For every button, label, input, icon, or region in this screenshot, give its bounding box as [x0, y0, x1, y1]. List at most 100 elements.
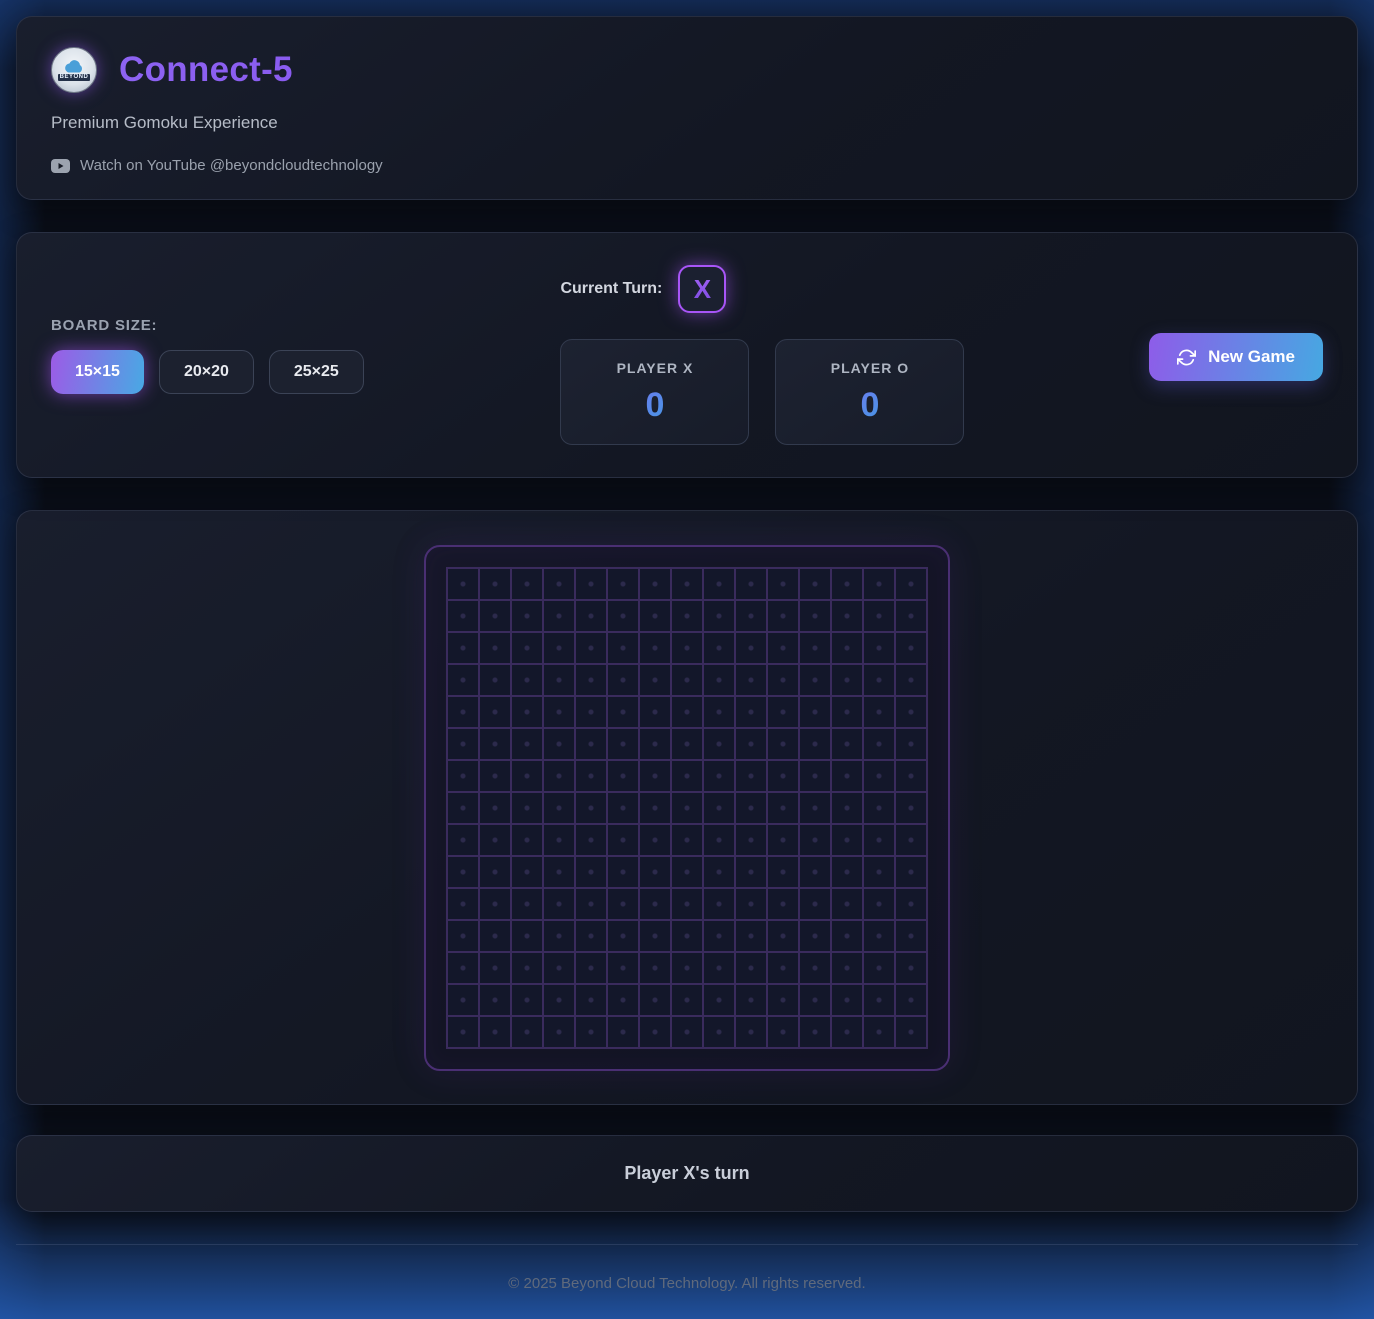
- board-cell[interactable]: [608, 568, 638, 599]
- board-cell[interactable]: [832, 920, 862, 951]
- board-cell[interactable]: [576, 696, 606, 727]
- board-cell[interactable]: [864, 952, 894, 983]
- board-cell[interactable]: [448, 952, 478, 983]
- board-cell[interactable]: [448, 984, 478, 1015]
- board-cell[interactable]: [608, 600, 638, 631]
- board-cell[interactable]: [768, 568, 798, 599]
- board-cell[interactable]: [544, 920, 574, 951]
- board-cell[interactable]: [608, 696, 638, 727]
- board-cell[interactable]: [576, 824, 606, 855]
- board-cell[interactable]: [544, 760, 574, 791]
- board-cell[interactable]: [512, 984, 542, 1015]
- board-cell[interactable]: [864, 856, 894, 887]
- board-cell[interactable]: [704, 888, 734, 919]
- board-cell[interactable]: [448, 856, 478, 887]
- board-cell[interactable]: [672, 920, 702, 951]
- board-cell[interactable]: [544, 568, 574, 599]
- board-cell[interactable]: [864, 824, 894, 855]
- board-cell[interactable]: [544, 728, 574, 759]
- board-cell[interactable]: [544, 824, 574, 855]
- board-cell[interactable]: [480, 664, 510, 695]
- board-cell[interactable]: [832, 888, 862, 919]
- board-cell[interactable]: [800, 568, 830, 599]
- board-cell[interactable]: [864, 568, 894, 599]
- board-cell[interactable]: [768, 792, 798, 823]
- board-cell[interactable]: [448, 664, 478, 695]
- board-cell[interactable]: [736, 728, 766, 759]
- board-cell[interactable]: [896, 760, 926, 791]
- board-cell[interactable]: [864, 984, 894, 1015]
- board-cell[interactable]: [832, 760, 862, 791]
- board-cell[interactable]: [448, 760, 478, 791]
- board-cell[interactable]: [896, 920, 926, 951]
- board-cell[interactable]: [832, 984, 862, 1015]
- board-cell[interactable]: [448, 568, 478, 599]
- board-cell[interactable]: [896, 1016, 926, 1047]
- board-cell[interactable]: [832, 568, 862, 599]
- board-cell[interactable]: [576, 760, 606, 791]
- board-cell[interactable]: [704, 856, 734, 887]
- board-cell[interactable]: [768, 952, 798, 983]
- board-cell[interactable]: [832, 728, 862, 759]
- board-cell[interactable]: [832, 632, 862, 663]
- board-cell[interactable]: [576, 920, 606, 951]
- board-cell[interactable]: [544, 664, 574, 695]
- board-cell[interactable]: [608, 824, 638, 855]
- board-cell[interactable]: [512, 760, 542, 791]
- board-cell[interactable]: [576, 632, 606, 663]
- board-cell[interactable]: [448, 920, 478, 951]
- board-cell[interactable]: [704, 824, 734, 855]
- board-cell[interactable]: [576, 792, 606, 823]
- board-cell[interactable]: [640, 728, 670, 759]
- board-cell[interactable]: [896, 792, 926, 823]
- board-cell[interactable]: [896, 568, 926, 599]
- board-cell[interactable]: [448, 888, 478, 919]
- board-cell[interactable]: [544, 600, 574, 631]
- board-cell[interactable]: [832, 696, 862, 727]
- board-cell[interactable]: [672, 728, 702, 759]
- board-cell[interactable]: [864, 664, 894, 695]
- board-cell[interactable]: [576, 856, 606, 887]
- board-cell[interactable]: [544, 632, 574, 663]
- board-cell[interactable]: [704, 664, 734, 695]
- board-cell[interactable]: [800, 696, 830, 727]
- board-cell[interactable]: [736, 888, 766, 919]
- board-cell[interactable]: [512, 824, 542, 855]
- board-cell[interactable]: [640, 664, 670, 695]
- board-cell[interactable]: [512, 952, 542, 983]
- board-cell[interactable]: [832, 1016, 862, 1047]
- board-cell[interactable]: [480, 632, 510, 663]
- board-cell[interactable]: [512, 632, 542, 663]
- board-cell[interactable]: [768, 632, 798, 663]
- board-cell[interactable]: [608, 1016, 638, 1047]
- board-cell[interactable]: [800, 760, 830, 791]
- board-cell[interactable]: [640, 792, 670, 823]
- board-cell[interactable]: [480, 792, 510, 823]
- board-cell[interactable]: [672, 568, 702, 599]
- board-cell[interactable]: [576, 984, 606, 1015]
- board-cell[interactable]: [896, 632, 926, 663]
- board-cell[interactable]: [800, 600, 830, 631]
- board-cell[interactable]: [480, 824, 510, 855]
- board-cell[interactable]: [640, 856, 670, 887]
- board-cell[interactable]: [640, 920, 670, 951]
- board-cell[interactable]: [800, 856, 830, 887]
- board-cell[interactable]: [672, 824, 702, 855]
- board-cell[interactable]: [800, 728, 830, 759]
- board-size-option-20x20[interactable]: 20×20: [158, 349, 254, 394]
- board-cell[interactable]: [736, 1016, 766, 1047]
- board-cell[interactable]: [576, 952, 606, 983]
- board-cell[interactable]: [480, 568, 510, 599]
- board-cell[interactable]: [640, 888, 670, 919]
- board-cell[interactable]: [544, 792, 574, 823]
- board-cell[interactable]: [832, 952, 862, 983]
- board-cell[interactable]: [736, 664, 766, 695]
- board-cell[interactable]: [480, 728, 510, 759]
- board-cell[interactable]: [672, 856, 702, 887]
- board-cell[interactable]: [896, 952, 926, 983]
- board-cell[interactable]: [480, 984, 510, 1015]
- board-cell[interactable]: [704, 792, 734, 823]
- board-cell[interactable]: [704, 728, 734, 759]
- board-cell[interactable]: [448, 728, 478, 759]
- board-cell[interactable]: [480, 600, 510, 631]
